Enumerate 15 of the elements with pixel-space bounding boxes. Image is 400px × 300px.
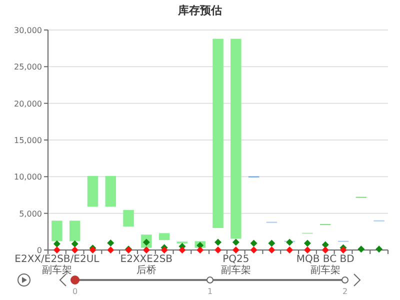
x-tick-label: PQ25 副车架 <box>220 254 251 276</box>
text: 1 <box>207 287 213 296</box>
y-tick-label: 25,000 <box>14 62 42 72</box>
y-tick-label: 0 <box>36 246 42 255</box>
y-tick-label: 30,000 <box>14 26 42 35</box>
x-tick-label: E2XX/E2SB/E2UL 副车架 <box>14 254 100 276</box>
x-tick-label: MQB BC BD 副车架 <box>296 254 355 276</box>
x-tick-label: E2XXE2SB 后桥 <box>120 254 173 276</box>
title: 库存预估 <box>178 4 222 17</box>
text: 2 <box>342 287 348 296</box>
text: 0 <box>72 287 78 296</box>
y-tick-label: 10,000 <box>14 172 42 182</box>
y-tick-label: 15,000 <box>14 136 42 145</box>
y-tick-label: 5,000 <box>19 209 42 218</box>
y-tick-label: 20,000 <box>14 99 42 108</box>
